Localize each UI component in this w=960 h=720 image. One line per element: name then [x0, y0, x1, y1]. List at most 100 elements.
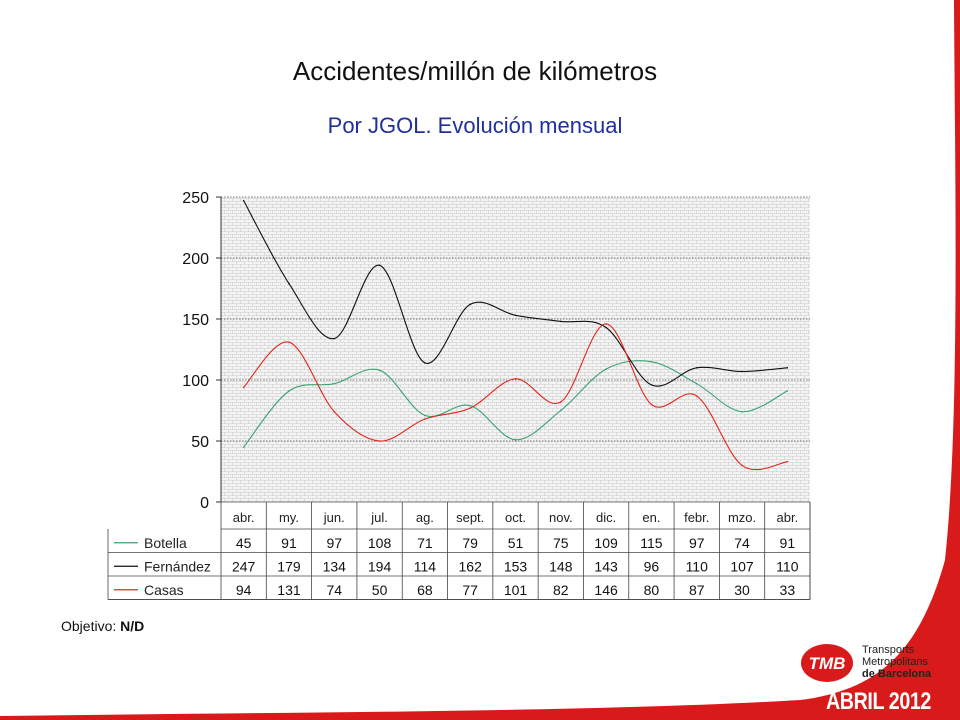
- data-point: [741, 370, 743, 373]
- data-point: [378, 264, 381, 267]
- data-point: [469, 404, 471, 407]
- data-point: [288, 282, 290, 285]
- data-point: [333, 337, 336, 340]
- x-tick-label: febr.: [684, 510, 709, 525]
- chart-subtitle: Por JGOL. Evolución mensual: [327, 113, 623, 138]
- objective-note: Objetivo: N/D: [61, 618, 144, 634]
- logo-line-3: de Barcelona: [862, 668, 932, 680]
- logo-mark: TMB: [809, 654, 846, 673]
- tmb-logo-icon: TMB: [801, 644, 853, 682]
- data-point: [333, 410, 336, 413]
- x-tick-label: nov.: [549, 510, 573, 525]
- data-point: [560, 320, 562, 323]
- logo-text: Transports Metropolitans de Barcelona: [862, 644, 931, 680]
- x-tick-label: abr.: [233, 510, 255, 525]
- data-label: 110: [776, 558, 799, 574]
- legend-label: Casas: [144, 582, 184, 598]
- y-tick-label: 0: [200, 495, 209, 512]
- data-point: [786, 367, 789, 369]
- data-label: 68: [417, 582, 433, 598]
- data-label: 74: [734, 535, 750, 551]
- y-tick-label: 50: [191, 434, 209, 451]
- data-point: [469, 407, 471, 409]
- x-tick-label: jul.: [370, 510, 388, 525]
- data-label: 148: [549, 558, 573, 574]
- x-tick-label: sept.: [456, 510, 484, 525]
- data-point: [605, 326, 607, 329]
- y-tick-label: 100: [182, 373, 209, 390]
- data-label: 179: [277, 558, 301, 574]
- x-tick-label: jun.: [323, 510, 345, 525]
- data-label: 30: [734, 582, 750, 598]
- data-point: [786, 460, 789, 463]
- data-label: 194: [368, 558, 392, 574]
- data-label: 97: [689, 535, 705, 551]
- data-point: [288, 390, 290, 392]
- data-point: [650, 360, 653, 363]
- data-label: 107: [730, 558, 754, 574]
- data-label: 115: [640, 535, 663, 551]
- data-point: [378, 369, 381, 372]
- objective-value: N/D: [120, 618, 145, 634]
- data-label: 114: [414, 558, 437, 574]
- data-point: [695, 395, 698, 397]
- x-tick-label: my.: [279, 510, 299, 525]
- data-label: 91: [281, 535, 297, 551]
- data-label: 74: [326, 582, 342, 598]
- data-point: [786, 390, 789, 392]
- objective-label: Objetivo:: [61, 618, 117, 634]
- data-label: 101: [504, 582, 528, 598]
- logo-line-2: Metropolitans: [862, 656, 929, 668]
- legend-label: Botella: [144, 535, 187, 551]
- y-tick-label: 250: [182, 190, 209, 207]
- data-label: 71: [417, 535, 433, 551]
- data-point: [514, 438, 517, 441]
- data-label: 91: [780, 535, 796, 551]
- data-point: [560, 409, 562, 412]
- data-label: 82: [553, 582, 569, 598]
- data-point: [514, 314, 517, 317]
- data-label: 50: [372, 582, 388, 598]
- data-point: [695, 367, 698, 369]
- data-point: [650, 403, 653, 406]
- data-label: 75: [553, 535, 569, 551]
- data-point: [514, 377, 517, 380]
- footer-date: ABRIL 2012: [826, 688, 931, 715]
- data-point: [242, 386, 245, 389]
- x-tick-label: mzo.: [728, 510, 756, 525]
- data-point: [378, 440, 381, 442]
- data-label: 33: [780, 582, 796, 598]
- data-label: 97: [326, 535, 342, 551]
- data-point: [469, 303, 471, 306]
- data-label: 108: [368, 535, 392, 551]
- y-tick-label: 200: [182, 251, 209, 268]
- data-label: 110: [686, 558, 709, 574]
- data-point: [741, 410, 743, 413]
- data-point: [424, 418, 426, 420]
- data-point: [242, 446, 245, 448]
- data-label: 96: [644, 558, 660, 574]
- x-tick-label: ag.: [416, 510, 434, 525]
- series-line-fernndez: [243, 200, 788, 387]
- data-label: 79: [462, 535, 478, 551]
- plot-area: [221, 197, 810, 502]
- data-point: [605, 323, 607, 325]
- data-point: [288, 341, 290, 343]
- data-label: 134: [323, 558, 347, 574]
- data-label: 162: [459, 558, 483, 574]
- data-point: [695, 382, 698, 385]
- chart-title: Accidentes/millón de kilómetros: [292, 56, 658, 86]
- data-point: [242, 199, 245, 202]
- data-label: 87: [689, 582, 705, 598]
- data-label: 77: [462, 582, 478, 598]
- legend-label: Fernández: [144, 558, 211, 574]
- data-point: [650, 384, 653, 386]
- data-point: [424, 414, 426, 417]
- data-point: [560, 401, 562, 403]
- data-label: 247: [232, 558, 256, 574]
- data-label: 51: [508, 535, 524, 551]
- data-label: 80: [644, 582, 660, 598]
- data-label: 109: [594, 535, 618, 551]
